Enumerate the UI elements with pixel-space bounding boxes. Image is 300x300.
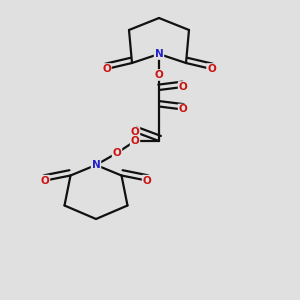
Text: O: O [178, 104, 188, 115]
Text: O: O [178, 82, 188, 92]
Text: N: N [154, 49, 164, 59]
Text: O: O [40, 176, 50, 186]
Text: O: O [142, 176, 152, 186]
Text: O: O [130, 136, 140, 146]
Text: O: O [102, 64, 111, 74]
Text: N: N [92, 160, 100, 170]
Text: O: O [207, 64, 216, 74]
Text: O: O [154, 70, 164, 80]
Text: O: O [130, 127, 140, 137]
Text: O: O [112, 148, 122, 158]
